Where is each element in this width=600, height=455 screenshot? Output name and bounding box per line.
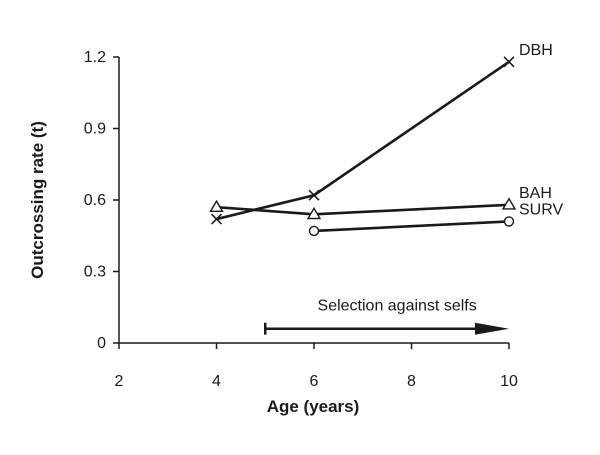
y-tick-label: 0.3 (84, 264, 106, 281)
y-axis: 0 0.3 0.6 0.9 1.2 (84, 49, 120, 352)
series-label-dbh: DBH (519, 42, 553, 59)
selection-annotation: Selection against selfs (264, 298, 509, 335)
x-tick-label: 8 (407, 373, 416, 390)
series-label-bah: BAH (519, 185, 552, 202)
y-axis-title: Outcrossing rate (t) (28, 121, 47, 279)
data-point-bah (501, 197, 517, 210)
selection-arrow-head (475, 322, 509, 335)
data-point-dbh (308, 189, 320, 201)
data-point-surv (308, 225, 320, 237)
x-tick-label: 4 (212, 373, 221, 390)
series-line-bah (216, 203, 510, 216)
y-tick-label: 0.9 (84, 121, 106, 138)
x-ticks: 2 4 6 8 10 (115, 343, 518, 390)
x-tick-label: 2 (115, 373, 124, 390)
series-line-dbh (216, 60, 510, 221)
data-point-surv (503, 216, 515, 227)
x-axis: 2 4 6 8 10 (115, 342, 518, 390)
series-dbh: DBH (210, 42, 553, 225)
series-label-surv: SURV (519, 201, 563, 218)
series-surv: SURV (308, 201, 563, 237)
x-tick-label: 10 (500, 373, 518, 390)
x-axis-title: Age (years) (267, 397, 360, 416)
data-point-dbh (210, 213, 223, 225)
series-line-surv (313, 220, 510, 233)
selection-annotation-text: Selection against selfs (318, 298, 477, 315)
y-tick-label: 0.6 (84, 192, 106, 209)
data-point-bah (306, 206, 322, 220)
y-tick-label: 1.2 (84, 49, 106, 66)
y-ticks: 0 0.3 0.6 0.9 1.2 (84, 49, 119, 352)
data-point-bah (209, 199, 224, 213)
data-point-dbh (503, 56, 515, 68)
y-tick-label: 0 (97, 335, 106, 352)
x-tick-label: 6 (310, 373, 319, 390)
series-bah: BAH (209, 185, 552, 220)
